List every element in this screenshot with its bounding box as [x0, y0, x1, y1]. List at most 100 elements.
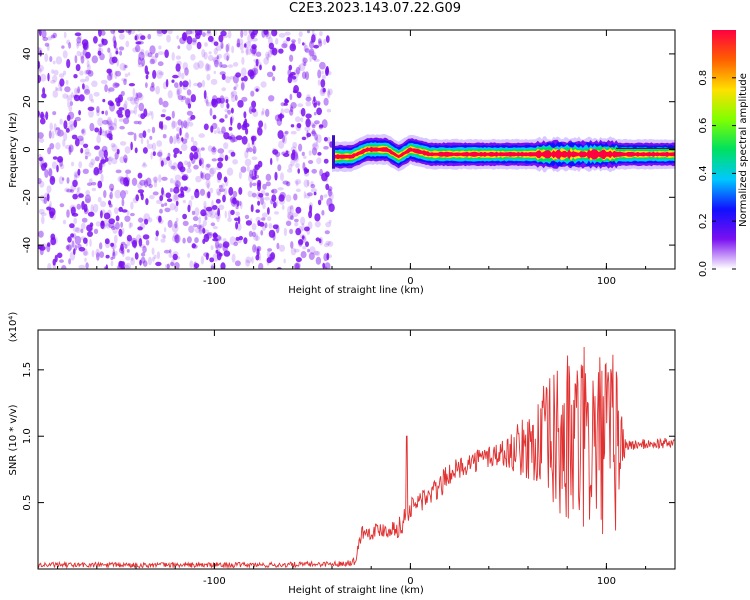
- noise-dot: [229, 75, 235, 80]
- noise-dot: [138, 120, 142, 125]
- noise-dot: [110, 226, 116, 230]
- noise-dot: [252, 146, 257, 154]
- noise-dot: [174, 82, 179, 88]
- noise-dot: [142, 218, 146, 222]
- noise-dot: [188, 160, 191, 169]
- noise-dot: [262, 201, 266, 210]
- colorbar-tick-label: 0.6: [698, 118, 709, 134]
- noise-dot: [289, 205, 294, 210]
- noise-dot: [275, 200, 279, 207]
- noise-dot: [162, 100, 169, 108]
- noise-dot: [174, 205, 179, 213]
- noise-dot: [187, 253, 191, 258]
- noise-dot: [172, 232, 179, 239]
- noise-dot: [200, 172, 204, 179]
- noise-dot: [165, 192, 172, 199]
- noise-dot: [107, 121, 114, 127]
- snr-x-tick-label: -100: [203, 576, 226, 587]
- noise-dot: [67, 236, 72, 243]
- noise-dot: [97, 196, 102, 203]
- noise-dot: [244, 41, 252, 49]
- noise-dot: [164, 49, 169, 58]
- noise-dot: [274, 211, 279, 215]
- noise-dot: [283, 227, 287, 237]
- noise-dot: [108, 126, 112, 134]
- noise-dot: [84, 151, 92, 157]
- noise-dot: [135, 41, 142, 45]
- noise-dot: [294, 218, 299, 223]
- noise-dot: [91, 250, 95, 258]
- noise-dot: [284, 131, 288, 137]
- noise-dot: [210, 245, 214, 251]
- noise-dot: [186, 43, 193, 51]
- noise-dot: [76, 41, 79, 49]
- noise-dot: [59, 78, 65, 87]
- noise-dot: [202, 238, 206, 244]
- noise-dot: [298, 64, 301, 71]
- noise-dot: [176, 86, 182, 96]
- noise-dot: [117, 176, 124, 183]
- noise-dot: [41, 215, 45, 225]
- noise-dot: [156, 251, 161, 260]
- noise-dot: [42, 87, 46, 95]
- noise-dot: [121, 250, 125, 255]
- noise-dot: [306, 132, 312, 138]
- noise-dot: [176, 126, 181, 132]
- noise-dot: [155, 230, 159, 237]
- noise-dot: [286, 211, 294, 220]
- noise-dot: [303, 155, 307, 159]
- noise-dot: [310, 39, 313, 44]
- noise-dot: [300, 216, 306, 226]
- noise-dot: [231, 45, 235, 54]
- noise-dot: [194, 237, 199, 244]
- noise-dot: [126, 210, 130, 216]
- noise-dot: [290, 130, 297, 135]
- noise-dot: [317, 79, 321, 86]
- noise-dot: [38, 30, 42, 37]
- noise-dot: [300, 117, 304, 123]
- noise-dot: [143, 108, 148, 118]
- noise-dot: [49, 175, 56, 185]
- noise-dot: [135, 234, 142, 243]
- noise-dot: [173, 147, 180, 154]
- noise-dot: [120, 241, 126, 246]
- noise-dot: [106, 68, 112, 74]
- noise-dot: [38, 68, 42, 74]
- noise-dot: [318, 40, 323, 47]
- noise-dot: [281, 204, 285, 210]
- noise-dot: [84, 194, 91, 203]
- noise-dot: [244, 214, 250, 220]
- noise-dot: [68, 42, 72, 49]
- noise-dot: [77, 135, 84, 142]
- noise-dot: [245, 259, 251, 267]
- noise-dot: [186, 161, 192, 168]
- noise-dot: [312, 142, 319, 151]
- noise-dot: [317, 199, 322, 206]
- noise-dot: [119, 141, 127, 146]
- noise-dot: [66, 94, 70, 102]
- noise-dot: [134, 35, 138, 41]
- noise-dot: [158, 97, 163, 106]
- noise-dot: [78, 247, 86, 252]
- noise-dot: [105, 222, 111, 229]
- noise-dot: [95, 248, 100, 258]
- noise-dot: [155, 85, 161, 95]
- noise-dot: [235, 236, 240, 241]
- noise-dot: [109, 72, 114, 81]
- noise-dot: [321, 119, 328, 129]
- noise-dot: [137, 182, 143, 189]
- noise-dot: [311, 168, 318, 174]
- noise-dot: [80, 147, 84, 154]
- noise-dot: [88, 162, 94, 168]
- noise-dot: [326, 254, 333, 259]
- noise-dot: [78, 110, 81, 116]
- noise-dot: [107, 100, 114, 106]
- noise-dot: [316, 157, 322, 165]
- noise-dot: [133, 97, 140, 102]
- noise-dot: [245, 256, 252, 264]
- noise-dot: [216, 188, 222, 195]
- noise-dot: [234, 217, 240, 222]
- noise-dot: [240, 82, 245, 91]
- noise-dot: [175, 136, 182, 144]
- noise-dot: [112, 251, 116, 260]
